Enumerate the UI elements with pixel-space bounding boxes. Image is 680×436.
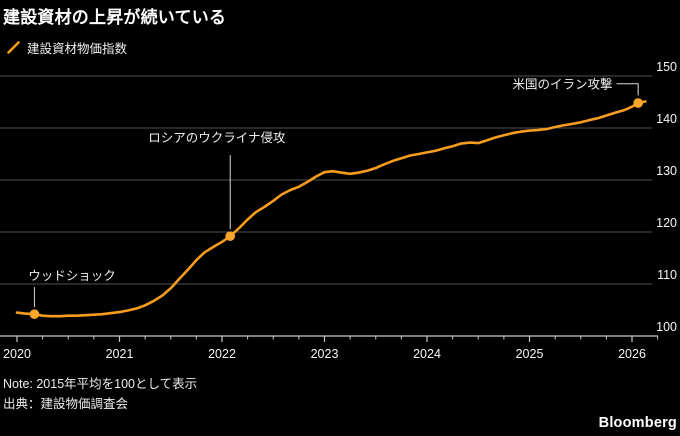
x-tick-label: 2022 — [208, 347, 236, 361]
event-dot — [633, 98, 643, 108]
bloomberg-logo: Bloomberg — [598, 415, 677, 431]
y-tick-label: 110 — [657, 268, 677, 282]
event-dot — [29, 309, 40, 319]
series-slash-icon — [7, 41, 20, 54]
event-dot — [225, 231, 235, 241]
x-tick-label: 2024 — [413, 347, 441, 361]
legend-label: 建設資材物価指数 — [27, 42, 128, 56]
x-tick-label: 2025 — [516, 347, 544, 361]
chart-title: 建設資材の上昇が続いている — [3, 8, 227, 27]
annotation-connector — [616, 83, 639, 96]
x-tick-label: 2023 — [311, 347, 339, 361]
x-tick-label: 2020 — [3, 347, 31, 361]
source-note: 出典：建設物価調査会 — [3, 397, 129, 412]
y-tick-label: 120 — [656, 216, 677, 230]
series-line — [15, 100, 647, 318]
y-tick-label: 140 — [656, 112, 677, 126]
x-tick-label: 2021 — [106, 347, 134, 361]
y-tick-label: 130 — [656, 164, 677, 178]
event-label: ロシアのウクライナ侵攻 — [148, 130, 286, 145]
legend: 建設資材物価指数 — [7, 38, 127, 57]
x-tick-label: 2026 — [618, 347, 646, 361]
event-label: 米国のイラン攻撃 — [513, 76, 613, 91]
y-tick-label: 150 — [656, 60, 677, 74]
footnote: Note: 2015年平均を100として表示 — [3, 377, 198, 391]
event-label: ウッドショック — [28, 269, 116, 283]
chart-footnotes: Note: 2015年平均を100として表示 出典：建設物価調査会 — [3, 374, 197, 415]
y-tick-label: 100 — [656, 320, 677, 334]
